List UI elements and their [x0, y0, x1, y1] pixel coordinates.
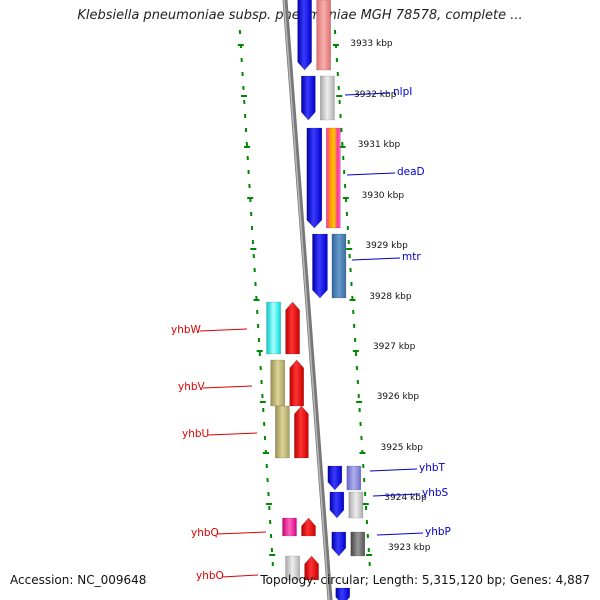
kbp-tick-label: 3927 kbp [373, 342, 416, 352]
kbp-tick-label: 3925 kbp [381, 443, 424, 453]
gene-arrow-yhbT[interactable] [327, 465, 343, 491]
cog-box-yhbS[interactable] [348, 491, 364, 519]
kbp-tick-labels: 3933 kbp 3932 kbp 3931 kbp 3930 kbp 3929 kbp… [350, 39, 430, 553]
gene-name: yhbU [182, 428, 209, 440]
gene-label-deaD[interactable]: deaD [346, 166, 425, 178]
gene-label-yhbU[interactable]: yhbU [182, 428, 258, 440]
kbp-tick-label: 3929 kbp [365, 241, 408, 251]
leader-line [376, 532, 424, 536]
gene-arrow-yhbO[interactable] [304, 555, 319, 581]
gene-arrow-tail[interactable] [335, 587, 351, 600]
gene-name: deaD [397, 166, 425, 178]
gene-name: yhbW [171, 324, 202, 336]
gene-label-yhbQ[interactable]: yhbQ [191, 527, 267, 539]
cog-box-nlpI[interactable] [320, 75, 335, 121]
kbp-tick-label: 3924 kbp [384, 493, 427, 503]
gene-arrow-yhbP[interactable] [331, 531, 347, 557]
gene-label-yhbW[interactable]: yhbW [171, 324, 248, 336]
backbone [282, 0, 333, 600]
leader-line [199, 328, 248, 332]
gene-name: yhbQ [191, 527, 219, 539]
backbone-line [282, 0, 333, 600]
kbp-tick-label: 3931 kbp [358, 140, 401, 150]
gene-name: yhbO [196, 570, 224, 582]
leader-line [207, 432, 258, 436]
gene-label-yhbS[interactable]: yhbS [372, 487, 449, 499]
cog-box-deaD[interactable] [326, 127, 341, 229]
leader-line [369, 468, 418, 472]
gene-arrow-yhbU[interactable] [294, 405, 309, 459]
gene-label-mtr[interactable]: mtr [351, 251, 421, 263]
leader-line [346, 172, 396, 176]
gene-arrow-yhbS[interactable] [329, 491, 345, 519]
gene-name: yhbS [422, 487, 449, 499]
gene-label-yhbO[interactable]: yhbO [196, 570, 259, 582]
cog-box-yhbP[interactable] [350, 531, 366, 557]
gene-features [266, 0, 366, 600]
gene-label-yhbT[interactable]: yhbT [369, 462, 446, 474]
gene-arrow-yhbQ[interactable] [301, 517, 316, 537]
backbone-highlight [283, 0, 330, 600]
genome-summary-text: Topology: circular; Length: 5,315,120 bp… [260, 573, 590, 587]
gene-label-yhbV[interactable]: yhbV [178, 381, 253, 393]
gene-name: yhbT [419, 462, 446, 474]
gene-arrow-deaD[interactable] [306, 127, 323, 229]
gene-name: mtr [402, 251, 421, 263]
kbp-tick-label: 3930 kbp [362, 191, 405, 201]
cog-box-mtr[interactable] [331, 233, 347, 299]
cog-box-yhbT[interactable] [346, 465, 362, 491]
leader-line [221, 574, 259, 578]
leader-line [344, 92, 391, 96]
gene-arrow-yhbW[interactable] [285, 301, 300, 355]
cog-box-yhbO[interactable] [285, 555, 300, 581]
gene-arrow-yhbV[interactable] [289, 359, 305, 407]
gene-name: yhbP [425, 526, 451, 538]
accession-text: Accession: NC_009648 [10, 573, 147, 587]
cog-box-yhbQ[interactable] [282, 517, 297, 537]
kbp-tick-label: 3932 kbp [354, 90, 397, 100]
kbp-tick-label: 3933 kbp [350, 39, 393, 49]
cog-box-yhbV[interactable] [270, 359, 286, 407]
gene-name: yhbV [178, 381, 206, 393]
kbp-tick-label: 3923 kbp [388, 543, 431, 553]
tick-marks [237, 29, 373, 567]
gene-name: nlpI [393, 86, 412, 98]
gene-arrow-nlpI[interactable] [301, 75, 316, 121]
leader-line [351, 257, 401, 261]
kbp-tick-label: 3928 kbp [369, 292, 412, 302]
leader-line [216, 531, 267, 535]
gene-arrow-mtr[interactable] [312, 233, 328, 299]
gene-label-yhbP[interactable]: yhbP [376, 526, 451, 538]
cog-box-yhbU[interactable] [275, 405, 290, 459]
cog-box[interactable] [316, 0, 331, 71]
leader-line [372, 493, 421, 497]
cog-box-yhbW[interactable] [266, 301, 281, 355]
kbp-tick-label: 3926 kbp [377, 392, 420, 402]
gene-arrow-plus[interactable] [297, 0, 312, 71]
gene-label-nlpI[interactable]: nlpI [344, 86, 412, 98]
gene-labels: nlpI deaD mtr yhbW yhbV yhbU yhbT yhbS yhbP yhbQ y… [171, 86, 451, 582]
leader-line [202, 385, 253, 389]
